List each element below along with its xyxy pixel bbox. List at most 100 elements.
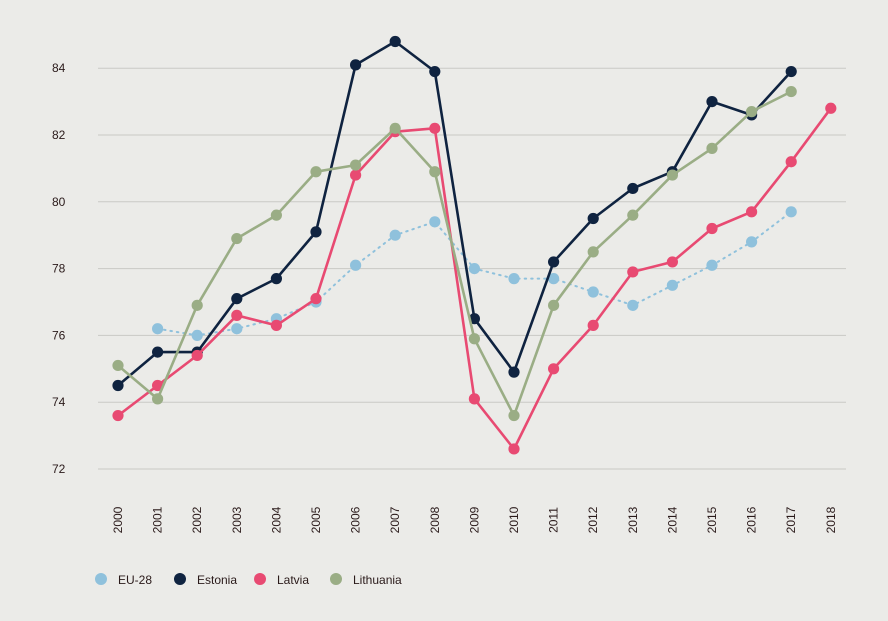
- data-point-lithuania: [508, 409, 520, 422]
- data-point-latvia: [231, 309, 243, 321]
- x-tick-label: 2005: [309, 506, 323, 533]
- series-lithuania: [112, 85, 797, 422]
- data-point-estonia: [231, 293, 243, 305]
- legend-item-lithuania: Lithuania: [330, 573, 402, 587]
- data-point-lithuania: [270, 209, 282, 221]
- data-point-lithuania: [468, 333, 480, 345]
- data-point-latvia: [310, 293, 322, 305]
- x-tick-label: 2002: [190, 506, 204, 533]
- data-point-estonia: [587, 212, 599, 225]
- x-tick-label: 2015: [705, 506, 719, 533]
- data-point-estonia: [627, 182, 639, 195]
- y-tick-label: 82: [52, 128, 66, 142]
- data-point-latvia: [785, 156, 797, 168]
- data-point-estonia: [112, 379, 124, 392]
- legend-label: EU-28: [118, 573, 152, 587]
- data-point-latvia: [587, 319, 599, 331]
- x-tick-label: 2001: [151, 506, 165, 533]
- x-tick-label: 2003: [230, 506, 244, 533]
- legend-label: Latvia: [277, 573, 309, 587]
- data-point-latvia: [429, 122, 441, 134]
- legend-marker: [330, 573, 342, 585]
- data-point-latvia: [508, 443, 520, 455]
- data-point-eu-28: [587, 286, 599, 298]
- y-tick-label: 80: [52, 195, 66, 209]
- x-tick-label: 2016: [745, 506, 759, 533]
- data-point-lithuania: [666, 169, 679, 181]
- data-point-eu-28: [627, 299, 639, 311]
- data-point-eu-28: [231, 323, 243, 335]
- data-point-lithuania: [429, 166, 441, 178]
- data-point-latvia: [468, 393, 480, 405]
- data-point-lithuania: [548, 299, 560, 311]
- data-point-eu-28: [191, 329, 203, 341]
- y-tick-label: 72: [52, 462, 66, 476]
- y-tick-label: 78: [52, 262, 66, 276]
- data-point-lithuania: [706, 142, 718, 154]
- legend-marker: [254, 573, 266, 585]
- data-point-latvia: [270, 319, 282, 331]
- y-tick-label: 84: [52, 61, 66, 75]
- data-point-eu-28: [666, 279, 679, 291]
- data-point-lithuania: [785, 85, 797, 98]
- data-point-estonia: [706, 96, 718, 108]
- x-tick-label: 2000: [111, 506, 125, 533]
- y-axis-ticks: 72 74 76 78 80 82 84: [52, 61, 66, 476]
- data-point-latvia: [112, 409, 124, 422]
- data-point-eu-28: [468, 263, 480, 275]
- data-point-lithuania: [231, 232, 243, 245]
- series-latvia: [112, 102, 837, 455]
- y-tick-label: 76: [52, 328, 66, 342]
- legend-item-estonia: Estonia: [174, 573, 237, 587]
- x-tick-label: 2013: [626, 506, 640, 533]
- data-point-latvia: [350, 169, 362, 181]
- data-point-eu-28: [548, 273, 560, 285]
- data-point-eu-28: [785, 206, 797, 218]
- legend-marker: [174, 573, 186, 585]
- data-point-lithuania: [627, 209, 639, 221]
- legend-label: Estonia: [197, 573, 237, 587]
- data-point-lithuania: [191, 299, 203, 311]
- x-tick-label: 2017: [784, 506, 798, 533]
- data-point-latvia: [191, 349, 203, 362]
- data-point-estonia: [389, 35, 401, 48]
- x-axis-ticks: 2000 2001 2002 2003 2004 2005 2006 2007 2008 2009…: [111, 506, 838, 533]
- data-point-eu-28: [706, 259, 718, 271]
- data-point-latvia: [825, 102, 837, 114]
- data-point-estonia: [310, 226, 322, 238]
- data-point-eu-28: [746, 236, 758, 248]
- data-point-estonia: [350, 59, 362, 71]
- x-tick-label: 2007: [388, 506, 402, 533]
- data-point-lithuania: [746, 106, 758, 118]
- y-tick-label: 74: [52, 395, 66, 409]
- legend-label: Lithuania: [353, 573, 402, 587]
- data-point-latvia: [548, 363, 560, 375]
- x-tick-label: 2004: [269, 506, 283, 533]
- data-point-estonia: [270, 273, 282, 285]
- data-point-eu-28: [152, 323, 164, 335]
- data-point-latvia: [152, 379, 164, 392]
- legend: EU-28 Estonia Latvia Lithuania: [95, 573, 402, 587]
- data-point-latvia: [627, 266, 639, 278]
- x-tick-label: 2012: [586, 506, 600, 533]
- data-point-eu-28: [429, 216, 441, 228]
- data-point-latvia: [706, 222, 718, 235]
- data-point-lithuania: [112, 359, 124, 372]
- legend-item-eu-28: EU-28: [95, 573, 152, 587]
- legend-marker: [95, 573, 107, 585]
- data-point-latvia: [666, 256, 679, 268]
- x-tick-label: 2009: [467, 506, 481, 533]
- data-point-lithuania: [152, 393, 164, 405]
- data-point-lithuania: [350, 159, 362, 171]
- data-point-estonia: [508, 366, 520, 378]
- data-point-eu-28: [389, 229, 401, 241]
- legend-item-latvia: Latvia: [254, 573, 309, 587]
- data-point-estonia: [429, 65, 441, 78]
- data-point-lithuania: [389, 122, 401, 134]
- data-point-estonia: [548, 256, 560, 268]
- x-tick-label: 2008: [428, 506, 442, 533]
- data-point-eu-28: [508, 273, 520, 285]
- series-line-estonia: [116, 40, 793, 387]
- data-point-lithuania: [587, 246, 599, 258]
